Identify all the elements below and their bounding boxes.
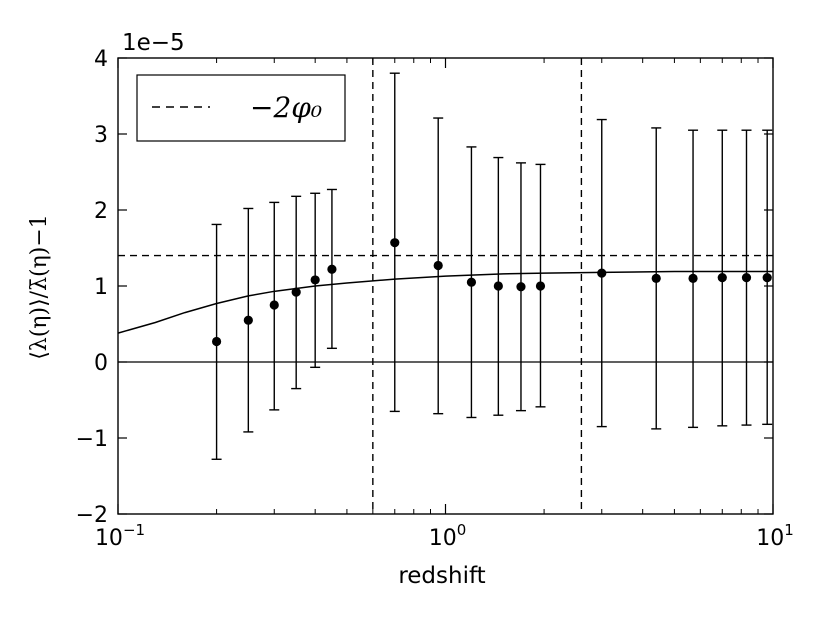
data-point — [762, 273, 772, 283]
x-axis-label: redshift — [398, 563, 485, 589]
y-offset-label: 1e−5 — [122, 30, 185, 56]
data-point — [433, 260, 443, 271]
y-axis-label: ⟨λ(η)⟩/λ̄(η)−1 — [27, 214, 52, 360]
data-point — [291, 287, 301, 297]
legend-entry-label: −2φ₀ — [250, 91, 322, 124]
data-point — [390, 238, 400, 248]
y-tick-label: 2 — [94, 199, 108, 224]
data-point — [688, 273, 698, 283]
x-tick-label: 100 — [429, 521, 467, 551]
data-point — [243, 315, 253, 325]
model-curve — [117, 270, 773, 334]
data-point — [717, 273, 727, 283]
data-point — [493, 281, 503, 291]
data-point — [310, 275, 320, 285]
plot-area — [117, 58, 773, 514]
data-point — [327, 264, 337, 274]
data-point — [651, 273, 661, 283]
axis-ticks: −2 −1 0 1 2 3 4 10−1 100 101 — [76, 47, 794, 551]
y-tick-label: −2 — [76, 503, 108, 528]
legend-box — [136, 74, 346, 142]
y-tick-label: −1 — [76, 427, 108, 452]
y-tick-label: 0 — [94, 351, 108, 376]
data-point — [269, 300, 279, 310]
data-point — [535, 281, 546, 291]
y-tick-label: 4 — [94, 47, 108, 72]
x-tick-label: 10−1 — [95, 521, 145, 551]
data-point — [741, 273, 752, 283]
data-point — [597, 268, 607, 278]
y-tick-label: 1 — [94, 275, 108, 300]
data-point — [516, 282, 526, 292]
legend: −2φ₀ — [136, 74, 346, 142]
data-point — [466, 277, 477, 287]
data-point — [211, 336, 222, 347]
x-tick-label: 101 — [756, 521, 794, 551]
y-tick-label: 3 — [94, 123, 108, 148]
